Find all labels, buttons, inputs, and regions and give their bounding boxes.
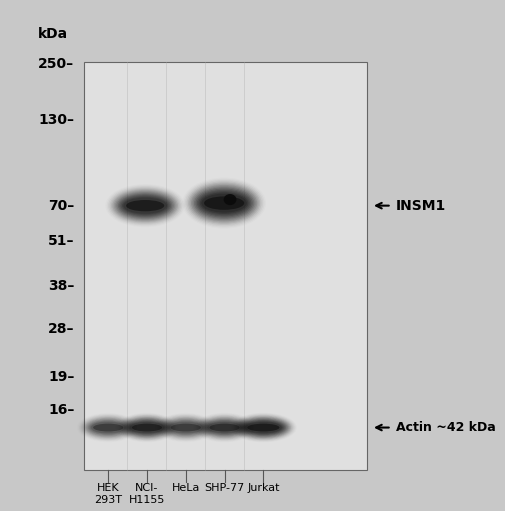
Ellipse shape xyxy=(240,419,286,436)
Ellipse shape xyxy=(243,421,282,434)
Ellipse shape xyxy=(209,424,239,431)
Ellipse shape xyxy=(204,420,244,435)
Text: Actin ~42 kDa: Actin ~42 kDa xyxy=(395,421,495,434)
Ellipse shape xyxy=(124,419,169,437)
Ellipse shape xyxy=(90,421,126,434)
Text: 28–: 28– xyxy=(48,322,74,336)
Ellipse shape xyxy=(205,421,243,434)
Ellipse shape xyxy=(82,416,134,439)
Ellipse shape xyxy=(236,417,289,438)
Text: NCI-
H1155: NCI- H1155 xyxy=(129,483,165,505)
Ellipse shape xyxy=(233,415,293,440)
Ellipse shape xyxy=(123,417,170,437)
Ellipse shape xyxy=(163,419,208,437)
Ellipse shape xyxy=(242,421,283,434)
Ellipse shape xyxy=(119,415,175,440)
Text: Jurkat: Jurkat xyxy=(246,483,279,493)
Ellipse shape xyxy=(119,195,171,217)
Ellipse shape xyxy=(164,419,207,436)
Ellipse shape xyxy=(122,417,172,438)
Ellipse shape xyxy=(162,417,209,437)
Ellipse shape xyxy=(112,189,178,222)
Ellipse shape xyxy=(89,421,127,434)
Ellipse shape xyxy=(161,417,210,438)
Ellipse shape xyxy=(198,191,249,215)
Text: kDa: kDa xyxy=(38,27,68,41)
Ellipse shape xyxy=(165,420,206,435)
Ellipse shape xyxy=(118,194,172,218)
Ellipse shape xyxy=(123,198,167,214)
Ellipse shape xyxy=(85,419,131,437)
Ellipse shape xyxy=(198,416,250,439)
Ellipse shape xyxy=(199,192,248,214)
Ellipse shape xyxy=(87,420,128,435)
Ellipse shape xyxy=(186,181,261,225)
Ellipse shape xyxy=(84,417,132,437)
Ellipse shape xyxy=(93,424,123,431)
Ellipse shape xyxy=(192,186,255,220)
Ellipse shape xyxy=(121,416,173,439)
Ellipse shape xyxy=(128,421,165,434)
Ellipse shape xyxy=(126,420,167,435)
Text: 130–: 130– xyxy=(38,113,74,127)
Ellipse shape xyxy=(241,420,285,435)
Ellipse shape xyxy=(189,183,258,223)
Text: INSM1: INSM1 xyxy=(395,199,445,213)
Ellipse shape xyxy=(244,422,281,433)
Ellipse shape xyxy=(125,419,168,436)
Ellipse shape xyxy=(188,182,260,224)
Ellipse shape xyxy=(237,417,288,437)
Ellipse shape xyxy=(121,196,169,216)
Ellipse shape xyxy=(197,415,251,439)
Ellipse shape xyxy=(201,194,246,213)
Ellipse shape xyxy=(167,421,204,434)
Text: SHP-77: SHP-77 xyxy=(204,483,244,493)
Ellipse shape xyxy=(127,421,166,434)
Ellipse shape xyxy=(201,419,247,437)
Ellipse shape xyxy=(168,422,203,433)
Ellipse shape xyxy=(132,424,162,431)
Ellipse shape xyxy=(235,416,290,439)
Text: 19–: 19– xyxy=(48,370,74,384)
Text: 250–: 250– xyxy=(38,57,74,72)
Ellipse shape xyxy=(193,188,254,219)
Text: 16–: 16– xyxy=(48,403,74,417)
Ellipse shape xyxy=(130,422,164,433)
Text: 51–: 51– xyxy=(48,234,74,248)
Text: HEK
293T: HEK 293T xyxy=(94,483,122,505)
Ellipse shape xyxy=(115,191,175,220)
Ellipse shape xyxy=(199,417,249,438)
Ellipse shape xyxy=(116,192,173,219)
Text: 70–: 70– xyxy=(48,199,74,213)
Ellipse shape xyxy=(122,197,168,215)
Ellipse shape xyxy=(111,188,179,223)
Ellipse shape xyxy=(247,424,279,431)
Ellipse shape xyxy=(223,194,236,205)
Ellipse shape xyxy=(239,419,287,437)
Ellipse shape xyxy=(170,424,200,431)
Ellipse shape xyxy=(114,190,176,221)
Ellipse shape xyxy=(83,417,133,438)
Ellipse shape xyxy=(234,415,291,439)
Bar xyxy=(83,62,366,471)
Ellipse shape xyxy=(160,416,211,439)
Ellipse shape xyxy=(196,190,251,216)
Ellipse shape xyxy=(120,415,174,439)
Ellipse shape xyxy=(109,187,180,224)
Text: 38–: 38– xyxy=(48,280,74,293)
Ellipse shape xyxy=(126,200,164,211)
Ellipse shape xyxy=(166,421,205,434)
Ellipse shape xyxy=(207,422,241,433)
Ellipse shape xyxy=(200,417,248,437)
Ellipse shape xyxy=(204,196,244,210)
Text: HeLa: HeLa xyxy=(171,483,199,493)
Ellipse shape xyxy=(206,421,242,434)
Ellipse shape xyxy=(191,185,257,221)
Ellipse shape xyxy=(86,419,129,436)
Ellipse shape xyxy=(203,419,245,436)
Ellipse shape xyxy=(195,189,252,218)
Ellipse shape xyxy=(91,422,125,433)
